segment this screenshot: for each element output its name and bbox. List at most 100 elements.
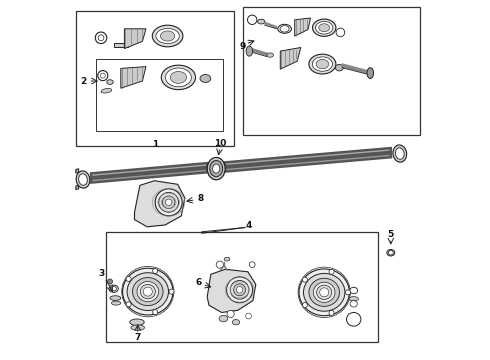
- Ellipse shape: [227, 277, 252, 303]
- Circle shape: [169, 289, 174, 294]
- Ellipse shape: [224, 257, 230, 261]
- Circle shape: [329, 269, 334, 274]
- Ellipse shape: [130, 319, 144, 325]
- Text: 7: 7: [135, 333, 141, 342]
- Bar: [106, 232, 378, 342]
- Ellipse shape: [267, 53, 273, 57]
- Ellipse shape: [76, 171, 90, 188]
- Text: 6: 6: [195, 278, 201, 287]
- Ellipse shape: [213, 164, 220, 173]
- Text: 10: 10: [214, 139, 226, 148]
- Ellipse shape: [200, 75, 211, 82]
- Ellipse shape: [316, 22, 333, 34]
- Polygon shape: [76, 185, 79, 190]
- Ellipse shape: [234, 284, 245, 296]
- Ellipse shape: [107, 80, 113, 85]
- Ellipse shape: [280, 26, 289, 32]
- Ellipse shape: [166, 68, 192, 87]
- Circle shape: [126, 302, 131, 307]
- Ellipse shape: [230, 280, 249, 299]
- Ellipse shape: [349, 297, 358, 301]
- Polygon shape: [280, 48, 301, 69]
- Polygon shape: [121, 67, 146, 88]
- Ellipse shape: [335, 64, 343, 71]
- Ellipse shape: [246, 46, 252, 56]
- Ellipse shape: [319, 24, 330, 32]
- Circle shape: [98, 71, 108, 81]
- Ellipse shape: [236, 287, 243, 293]
- Circle shape: [249, 262, 255, 267]
- Ellipse shape: [132, 278, 163, 306]
- Ellipse shape: [317, 285, 332, 300]
- Ellipse shape: [159, 192, 178, 212]
- Ellipse shape: [388, 251, 393, 255]
- Circle shape: [345, 290, 350, 295]
- Ellipse shape: [350, 287, 358, 294]
- Ellipse shape: [309, 54, 336, 74]
- Text: 9: 9: [240, 42, 246, 51]
- Bar: [76, 11, 234, 146]
- Ellipse shape: [393, 145, 407, 162]
- Circle shape: [245, 313, 251, 319]
- Ellipse shape: [110, 296, 121, 300]
- Circle shape: [126, 276, 131, 282]
- Ellipse shape: [161, 65, 196, 90]
- Circle shape: [227, 310, 234, 318]
- Ellipse shape: [111, 301, 121, 305]
- Ellipse shape: [314, 282, 335, 302]
- Ellipse shape: [312, 57, 333, 71]
- Circle shape: [329, 310, 334, 315]
- Circle shape: [98, 35, 104, 41]
- Ellipse shape: [111, 287, 117, 291]
- Ellipse shape: [309, 278, 340, 306]
- Circle shape: [95, 32, 107, 44]
- Ellipse shape: [232, 320, 240, 325]
- Ellipse shape: [171, 72, 187, 84]
- Ellipse shape: [395, 148, 404, 159]
- Ellipse shape: [152, 25, 183, 47]
- Ellipse shape: [219, 315, 228, 322]
- Ellipse shape: [313, 19, 336, 36]
- Circle shape: [302, 277, 308, 282]
- Circle shape: [152, 269, 158, 274]
- Bar: [243, 7, 419, 135]
- Ellipse shape: [210, 161, 222, 177]
- Ellipse shape: [143, 287, 152, 296]
- Ellipse shape: [156, 28, 179, 44]
- Ellipse shape: [162, 196, 175, 209]
- Ellipse shape: [166, 199, 172, 206]
- Circle shape: [336, 28, 345, 37]
- Circle shape: [247, 15, 257, 24]
- Text: 2: 2: [80, 77, 86, 86]
- Ellipse shape: [140, 284, 155, 299]
- Text: 8: 8: [197, 194, 203, 203]
- Ellipse shape: [387, 249, 395, 256]
- Ellipse shape: [278, 24, 292, 33]
- Ellipse shape: [367, 68, 373, 78]
- Ellipse shape: [122, 268, 173, 315]
- Circle shape: [100, 73, 105, 78]
- Ellipse shape: [155, 189, 182, 216]
- Polygon shape: [207, 269, 256, 312]
- Circle shape: [152, 310, 158, 315]
- Text: 3: 3: [98, 269, 105, 278]
- Circle shape: [302, 302, 308, 307]
- Ellipse shape: [299, 269, 349, 316]
- Polygon shape: [124, 29, 146, 49]
- Ellipse shape: [303, 274, 345, 311]
- Polygon shape: [76, 169, 79, 173]
- Ellipse shape: [319, 288, 329, 297]
- Text: 4: 4: [245, 220, 252, 230]
- Ellipse shape: [258, 19, 265, 24]
- Ellipse shape: [127, 273, 169, 310]
- Circle shape: [107, 279, 113, 284]
- Text: 5: 5: [388, 230, 394, 239]
- Ellipse shape: [207, 157, 225, 180]
- Ellipse shape: [109, 285, 118, 292]
- Ellipse shape: [131, 325, 145, 330]
- Polygon shape: [294, 18, 311, 36]
- Ellipse shape: [316, 59, 329, 69]
- Ellipse shape: [101, 89, 112, 93]
- Ellipse shape: [160, 31, 175, 41]
- Text: 1: 1: [152, 140, 158, 149]
